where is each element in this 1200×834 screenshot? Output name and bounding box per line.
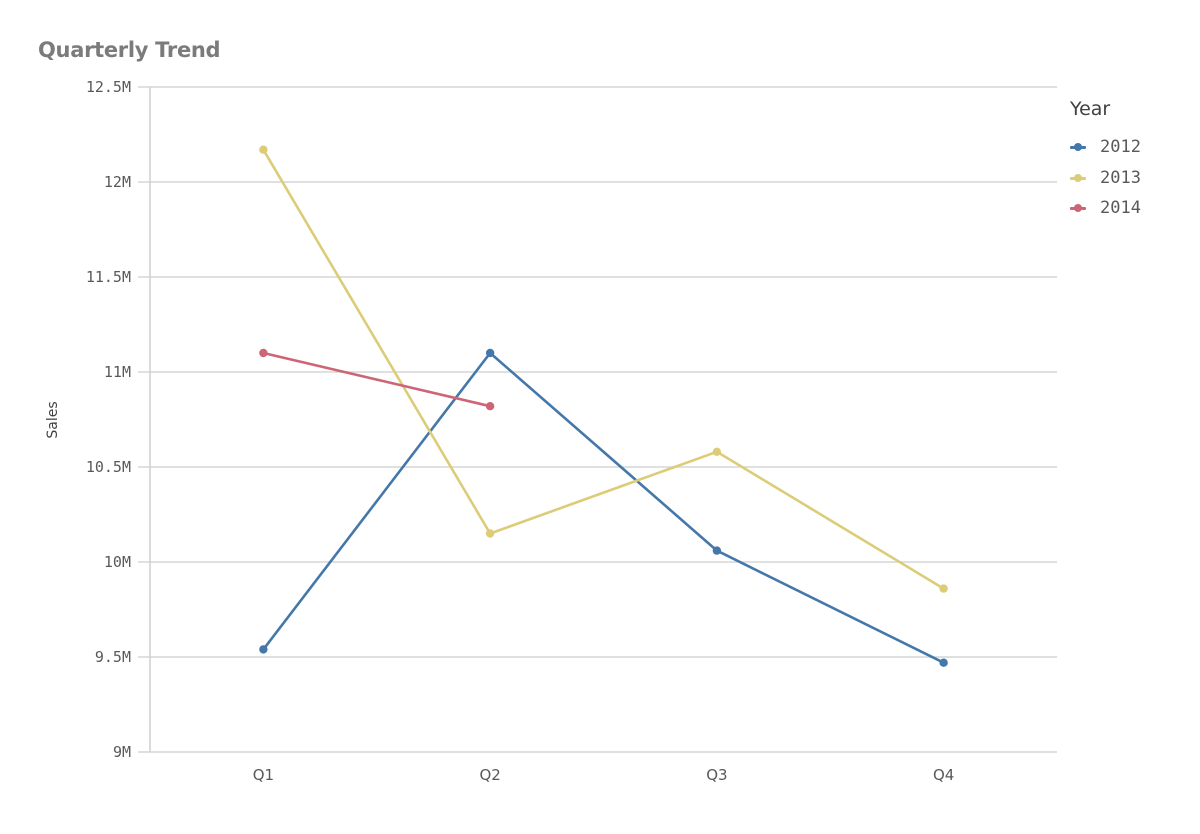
x-tick-label: Q3 <box>706 766 727 784</box>
series-line <box>262 149 945 590</box>
y-axis-label: Sales <box>45 401 61 438</box>
data-point[interactable] <box>485 348 495 358</box>
data-point[interactable] <box>939 658 948 667</box>
y-axis: 9M 9.5M 10M 10.5M 11M 11.5M 12M 12.5M <box>86 78 151 761</box>
y-tick-label: 9.5M <box>95 648 131 666</box>
y-tick-label: 11.5M <box>86 268 131 286</box>
x-axis: Q1 Q2 Q3 Q4 <box>253 766 955 784</box>
series-line <box>263 351 491 408</box>
data-point[interactable] <box>939 584 948 593</box>
data-point[interactable] <box>712 546 722 555</box>
legend-line-marker-icon <box>1070 203 1086 213</box>
y-tick-label: 9M <box>113 743 131 761</box>
y-tick-label: 12M <box>104 173 131 191</box>
series-2014 <box>259 348 495 411</box>
y-tick-label: 11M <box>104 363 131 381</box>
x-tick-label: Q2 <box>479 766 500 784</box>
y-tick-label: 10M <box>104 553 131 571</box>
legend-item-2012[interactable]: 2012 <box>1070 132 1141 163</box>
legend-label: 2014 <box>1100 198 1141 219</box>
data-point[interactable] <box>259 645 268 654</box>
legend-line-marker-icon <box>1070 173 1086 183</box>
y-tick-label: 12.5M <box>86 78 131 96</box>
legend-title: Year <box>1070 98 1111 120</box>
chart-title: Quarterly Trend <box>38 38 221 62</box>
data-point[interactable] <box>712 447 722 456</box>
gridlines <box>138 86 1057 753</box>
y-tick-label: 10.5M <box>86 458 131 476</box>
x-tick-label: Q1 <box>253 766 274 784</box>
legend-item-2013[interactable]: 2013 <box>1070 163 1141 194</box>
data-point[interactable] <box>485 402 495 411</box>
series-lines <box>259 145 948 667</box>
legend-line-marker-icon <box>1070 142 1086 152</box>
legend: Year 2012 2013 2014 <box>1070 98 1141 224</box>
legend-label: 2013 <box>1100 167 1141 188</box>
x-tick-label: Q4 <box>933 766 954 784</box>
series-line <box>262 351 945 664</box>
data-point[interactable] <box>259 348 268 358</box>
data-point[interactable] <box>259 145 268 154</box>
legend-label: 2012 <box>1100 137 1141 158</box>
series-2013 <box>259 145 948 593</box>
series-2012 <box>259 348 948 667</box>
legend-item-2014[interactable]: 2014 <box>1070 193 1141 224</box>
data-point[interactable] <box>485 529 495 538</box>
